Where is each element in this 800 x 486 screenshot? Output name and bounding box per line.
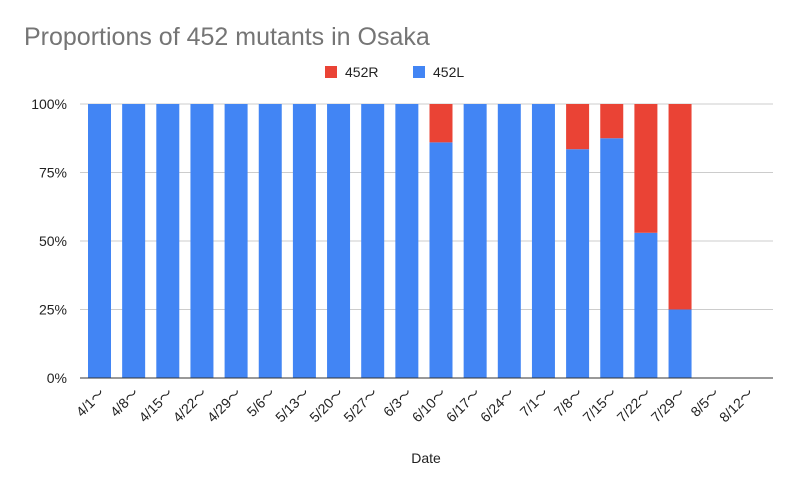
bar-452l (122, 104, 146, 378)
y-tick-label: 25% (39, 302, 67, 318)
x-tick-label: 4/1～ (73, 385, 108, 420)
x-tick-label: 7/1～ (517, 385, 552, 420)
x-tick-label: 5/20～ (306, 385, 346, 425)
y-axis-tick-labels: 0% 25% 50% 75% 100% (31, 96, 67, 386)
bar-452l (600, 138, 624, 378)
legend-label: 452L (433, 64, 464, 80)
x-tick-label: 7/22～ (614, 385, 654, 425)
x-tick-label: 7/29～ (648, 385, 688, 425)
bar-452l (327, 104, 351, 378)
legend-label: 452R (345, 64, 378, 80)
bar-452r (634, 104, 658, 233)
bar-452l (190, 104, 214, 378)
bar-452l (292, 104, 316, 378)
y-tick-label: 100% (31, 96, 67, 112)
x-axis-title: Date (411, 450, 441, 466)
x-tick-label: 4/22～ (170, 385, 210, 425)
bar-452l (395, 104, 419, 378)
x-tick-label: 8/12～ (716, 385, 756, 425)
y-tick-label: 0% (47, 370, 67, 386)
x-tick-label: 4/15～ (135, 385, 175, 425)
y-tick-label: 50% (39, 233, 67, 249)
bar-452r (566, 104, 590, 150)
x-tick-label: 6/24～ (477, 385, 517, 425)
bar-452l (668, 309, 692, 378)
bar-452r (600, 104, 624, 139)
bar-452l (531, 104, 555, 378)
legend-swatch (413, 66, 425, 78)
bar-452l (156, 104, 180, 378)
bar-452l (429, 142, 453, 378)
x-tick-label: 7/15～ (579, 385, 619, 425)
x-axis-tick-labels: 4/1～ 4/8～4/15～4/22～4/29～ 5/6～5/13～5/20～5/2… (73, 385, 757, 425)
legend-swatch (325, 66, 337, 78)
bar-452l (224, 104, 248, 378)
x-tick-label: 6/17～ (443, 385, 483, 425)
bar-452l (566, 149, 590, 378)
bar-452l (361, 104, 385, 378)
bar-452r (668, 104, 692, 310)
bar-452l (463, 104, 487, 378)
bar-452l (258, 104, 282, 378)
x-tick-label: 4/29～ (204, 385, 244, 425)
x-tick-label: 5/27～ (340, 385, 380, 425)
bar-452l (88, 104, 111, 378)
bar-452l (634, 232, 658, 378)
x-tick-label: 5/13～ (272, 385, 312, 425)
legend: 452R 452L (325, 64, 464, 80)
y-tick-label: 75% (39, 165, 67, 181)
chart-title: Proportions of 452 mutants in Osaka (24, 23, 430, 51)
bars (88, 104, 692, 378)
bar-452l (497, 104, 521, 378)
x-tick-label: 6/10～ (409, 385, 449, 425)
bar-452r (429, 104, 453, 143)
